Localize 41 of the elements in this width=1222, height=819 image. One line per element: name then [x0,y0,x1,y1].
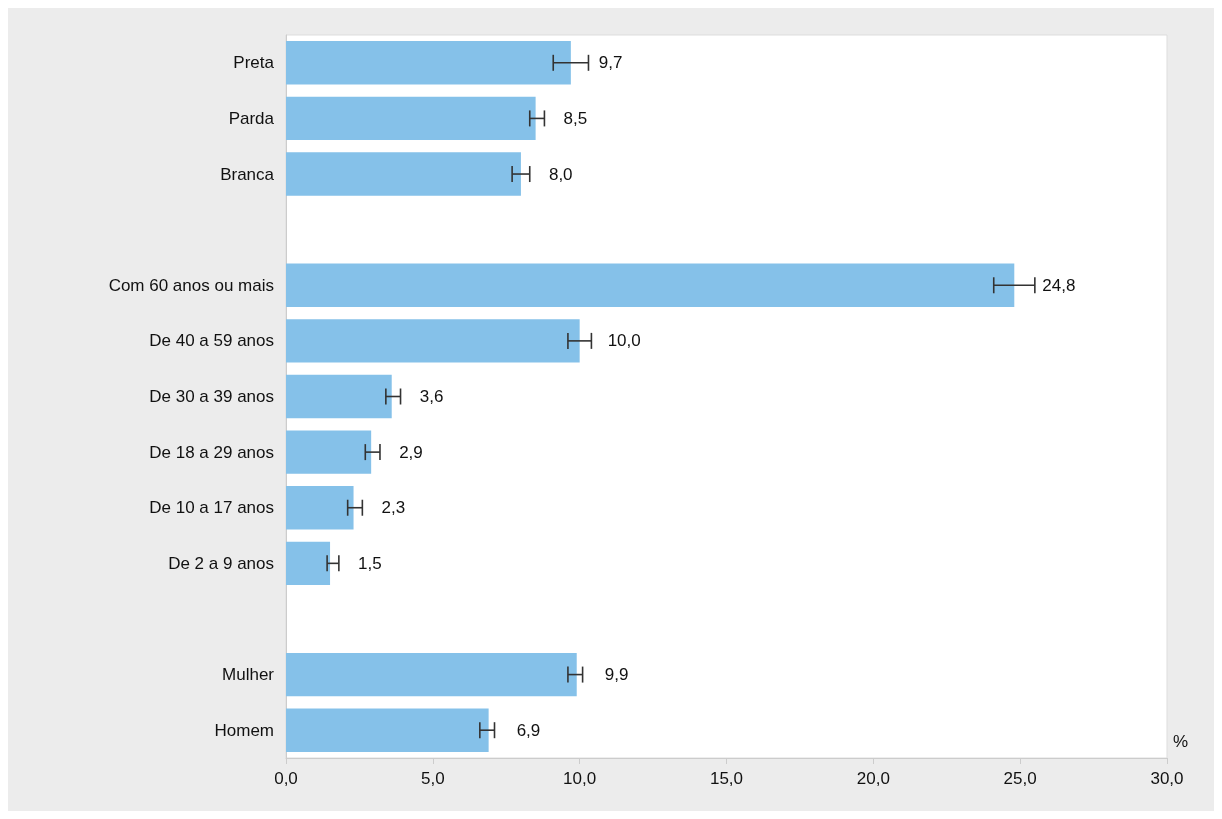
data-label: 1,5 [358,553,382,573]
x-tick-label: 0,0 [274,769,298,788]
bar [286,263,1015,307]
bar [286,541,331,586]
bar [286,486,354,530]
x-tick-label: 30,0 [1150,769,1184,788]
y-tick-label: Parda [228,108,275,128]
bar [286,152,521,196]
data-label: 2,9 [399,442,423,462]
data-label: 8,0 [548,164,573,184]
bar [286,96,536,141]
data-label: 10,0 [607,331,641,351]
data-label: 6,9 [516,720,541,740]
data-label: 9,9 [604,665,629,685]
y-tick-label: Mulher [222,665,275,685]
y-tick-label: De 30 a 39 anos [149,387,274,406]
bar [286,41,571,85]
data-label: 9,7 [598,53,623,73]
data-label: 2,3 [381,498,406,518]
bar [286,430,372,474]
x-axis-title: % [1173,732,1189,751]
bar [286,708,489,752]
data-label: 3,6 [419,387,444,406]
x-tick-label: 25,0 [1003,769,1037,788]
y-tick-label: Branca [220,164,275,184]
y-tick-label: Com 60 anos ou mais [108,275,274,295]
y-tick-label: De 10 a 17 anos [149,498,274,518]
y-tick-label: Preta [233,53,275,73]
x-tick-label: 20,0 [856,769,890,788]
y-tick-label: Homem [214,720,274,740]
y-tick-label: De 40 a 59 anos [149,331,274,351]
data-label: 24,8 [1042,275,1076,295]
bar [286,374,392,419]
x-tick-label: 10,0 [563,769,597,788]
data-label: 8,5 [563,108,588,128]
bar [286,319,580,363]
x-tick-label: 5,0 [421,769,445,788]
y-tick-label: De 2 a 9 anos [168,553,274,573]
y-tick-label: De 18 a 29 anos [149,442,274,462]
x-tick-label: 15,0 [709,769,744,788]
bar [286,652,577,697]
